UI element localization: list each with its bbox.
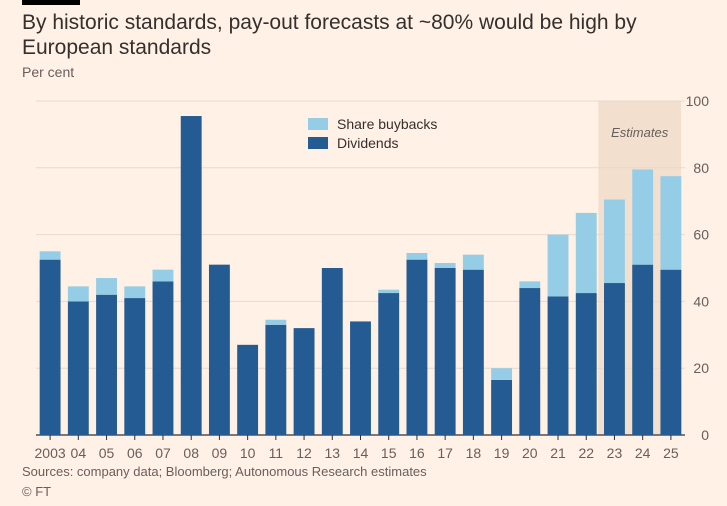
bar-buybacks [462,254,484,270]
chart-credit: © FT [22,484,52,499]
legend-swatch [308,118,328,130]
bar-buybacks [575,212,597,294]
bar-buybacks [96,278,117,295]
x-tick-label: 19 [494,445,510,461]
bar-dividends [265,324,287,435]
bar-buybacks [152,269,174,282]
bar-dividends [293,328,315,435]
bar-dividends [96,294,117,435]
x-tick-label: 2003 [35,445,66,461]
bar-dividends [67,301,89,435]
bar-buybacks [378,289,400,294]
x-tick-label: 20 [522,445,538,461]
bar-dividends [604,283,625,435]
bar-dividends [406,259,428,435]
x-tick-label: 09 [212,445,228,461]
x-tick-label: 24 [635,445,651,461]
x-tick-label: 17 [437,445,453,461]
chart-title: By historic standards, pay-out forecasts… [22,11,637,59]
bar-buybacks [265,319,287,325]
bar-dividends [378,293,400,435]
legend-label: Dividends [337,135,398,151]
x-tick-label: 22 [578,445,594,461]
x-tick-label: 16 [409,445,425,461]
chart-source: Sources: company data; Bloomberg; Autono… [22,464,427,479]
y-tick-label: 60 [693,227,709,243]
legend-swatch [308,137,328,149]
bar-buybacks [67,286,89,302]
x-tick-label: 23 [607,445,623,461]
y-tick-label: 20 [693,360,709,376]
x-tick-label: 10 [240,445,256,461]
x-tick-label: 12 [296,445,312,461]
y-tick-label: 80 [693,160,709,176]
bar-buybacks [660,176,682,270]
y-tick-label: 100 [686,93,710,109]
bar-dividends [39,259,61,435]
bar-dividends [350,321,371,435]
bar-buybacks [491,368,513,380]
bar-buybacks [519,281,541,289]
bar-dividends [321,268,343,435]
bar-dividends [491,379,513,435]
estimates-label: Estimates [611,125,669,140]
bar-buybacks [547,234,569,297]
bar-buybacks [434,262,456,268]
bar-buybacks [604,199,625,284]
bar-buybacks [124,286,146,299]
bar-dividends [180,116,202,435]
y-tick-label: 40 [693,293,709,309]
bar-dividends [434,268,456,435]
x-tick-label: 14 [353,445,369,461]
x-tick-label: 04 [71,445,87,461]
legend-label: Share buybacks [337,116,437,132]
bar-dividends [237,344,259,435]
brand-bar [22,0,80,5]
bar-buybacks [39,251,61,260]
x-tick-label: 21 [550,445,566,461]
chart-subtitle: Per cent [22,64,75,80]
bar-dividends [632,264,654,435]
bar-buybacks [406,252,428,260]
bar-dividends [208,264,230,435]
x-tick-label: 07 [155,445,171,461]
bar-dividends [152,281,174,435]
x-tick-label: 05 [99,445,115,461]
bar-dividends [660,269,682,435]
y-tick-label: 0 [701,427,709,443]
x-tick-label: 11 [269,445,284,461]
bar-dividends [519,288,541,435]
bar-dividends [124,298,146,435]
x-tick-label: 15 [381,445,397,461]
bar-dividends [462,269,484,435]
x-tick-label: 06 [127,445,143,461]
bar-dividends [575,293,597,435]
x-tick-label: 13 [324,445,340,461]
bar-dividends [547,296,569,435]
bar-buybacks [632,169,654,265]
x-tick-label: 18 [466,445,482,461]
x-tick-label: 25 [663,445,679,461]
x-tick-label: 08 [183,445,199,461]
